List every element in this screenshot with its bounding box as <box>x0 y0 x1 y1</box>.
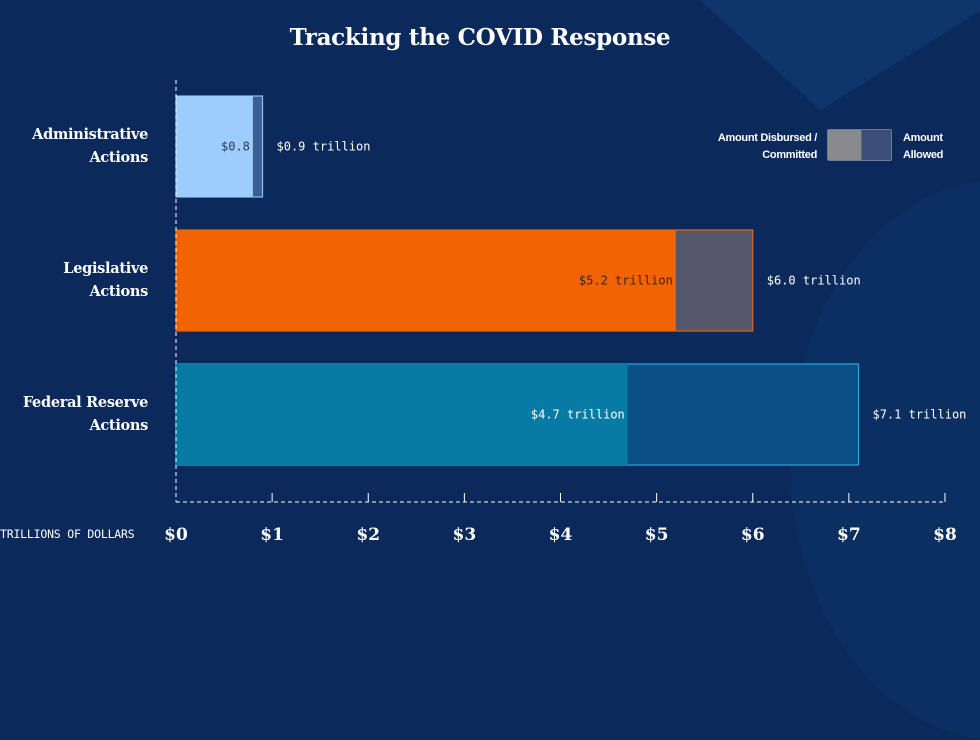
x-tick-label: $8 <box>933 525 957 545</box>
category-label-federal-reserve: Federal Reserve Actions <box>0 391 148 437</box>
bar-amount-disbursed <box>176 230 676 331</box>
x-tick-label: $5 <box>645 525 669 545</box>
category-label-line: Legislative <box>63 260 148 277</box>
x-tick-label: $7 <box>837 525 861 545</box>
chart-title: Tracking the COVID Response <box>289 24 671 51</box>
legend-label-allowed: Amount Allowed <box>903 130 943 164</box>
legend-label-line: Amount Disbursed / <box>717 132 817 144</box>
data-label-allowed: $6.0 trillion <box>767 274 861 288</box>
x-tick-label: $4 <box>549 525 573 545</box>
bar-amount-disbursed <box>176 96 253 197</box>
x-axis-title: TRILLIONS OF DOLLARS <box>0 527 135 541</box>
category-label-line: Federal Reserve <box>22 394 148 411</box>
category-label-line: Administrative <box>32 126 148 143</box>
legend: Amount Disbursed / Committed Amount Allo… <box>700 128 960 164</box>
data-label-disbursed: $4.7 trillion <box>531 408 625 422</box>
x-tick-label: $3 <box>453 525 477 545</box>
data-label-allowed: $0.9 trillion <box>277 140 371 154</box>
bar-amount-disbursed <box>176 364 628 465</box>
category-label-legislative: Legislative Actions <box>0 257 148 303</box>
legend-swatch-allowed <box>861 130 891 160</box>
bar-chart: $0.8 $0.9 trillion $5.2 trillion $6.0 trill… <box>164 80 966 545</box>
x-tick-label: $0 <box>164 525 188 545</box>
x-tick-label: $6 <box>741 525 765 545</box>
category-label-line: Actions <box>89 149 148 166</box>
legend-swatch-disbursed <box>828 130 861 160</box>
legend-label-line: Allowed <box>903 149 944 161</box>
data-label-disbursed: $5.2 trillion <box>579 274 673 288</box>
legend-label-disbursed: Amount Disbursed / Committed <box>718 130 817 164</box>
x-tick-label: $1 <box>260 525 284 545</box>
data-label-disbursed: $0.8 <box>221 140 250 154</box>
legend-label-line: Amount <box>903 132 943 144</box>
category-label-line: Actions <box>89 283 148 300</box>
data-label-allowed: $7.1 trillion <box>872 408 966 422</box>
category-label-line: Actions <box>89 417 148 434</box>
category-label-administrative: Administrative Actions <box>0 123 148 169</box>
x-tick-label: $2 <box>356 525 380 545</box>
legend-label-line: Committed <box>762 149 817 161</box>
legend-swatch <box>827 129 892 161</box>
